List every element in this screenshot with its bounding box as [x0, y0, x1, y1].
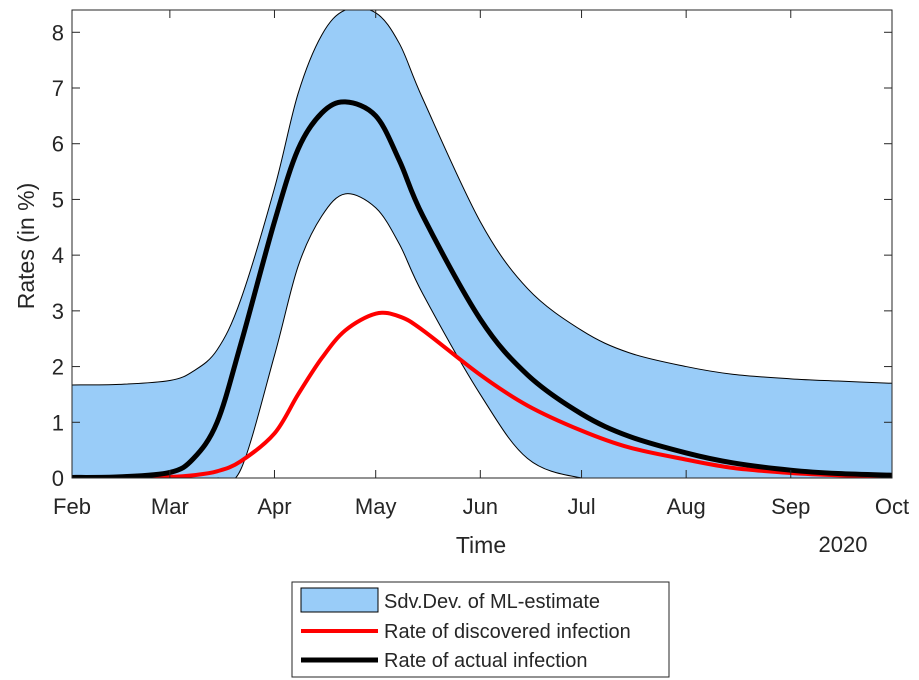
legend: Sdv.Dev. of ML-estimate Rate of discover…	[291, 581, 670, 678]
x-axis-title: Time	[456, 532, 506, 558]
x-tick-label: Sep	[771, 494, 810, 519]
x-tick-label: Mar	[151, 494, 189, 519]
y-tick-label: 3	[52, 299, 64, 324]
plot-area	[72, 10, 892, 478]
y-axis-title: Rates (in %)	[13, 183, 39, 310]
y-tick-label: 5	[52, 187, 64, 212]
actual-infection-line	[72, 99, 892, 478]
x-tick-label: May	[355, 494, 397, 519]
y-tick-label: 6	[52, 132, 64, 157]
y-tick-label: 8	[52, 20, 64, 45]
sdv-band-upper-edge	[72, 10, 892, 386]
y-tick-label: 2	[52, 355, 64, 380]
y-tick-label: 1	[52, 410, 64, 435]
legend-label-discovered: Rate of discovered infection	[384, 621, 631, 643]
sdv-band-lower-edge	[72, 193, 892, 478]
x-tick-label: Jul	[567, 494, 595, 519]
axes: 0 1 2 3 4 5 6 7 8 Feb Mar Apr May Jun Jul Aug Sep Oct	[52, 9, 909, 519]
legend-swatch-band	[300, 587, 379, 613]
discovered-infection-line	[72, 310, 892, 478]
x-tick-label: Oct	[875, 494, 909, 519]
year-label: 2020	[819, 532, 868, 557]
axes-box	[71, 9, 893, 479]
legend-label-band: Sdv.Dev. of ML-estimate	[384, 591, 600, 613]
legend-label-actual: Rate of actual infection	[384, 650, 587, 672]
x-tick-label: Aug	[667, 494, 706, 519]
y-tick-label: 4	[52, 243, 64, 268]
x-tick-label: Feb	[53, 494, 91, 519]
x-tick-label: Apr	[257, 494, 291, 519]
y-tick-label: 7	[52, 76, 64, 101]
sdv-band-area	[72, 10, 892, 478]
x-tick-label: Jun	[463, 494, 498, 519]
y-tick-label: 0	[52, 466, 64, 491]
